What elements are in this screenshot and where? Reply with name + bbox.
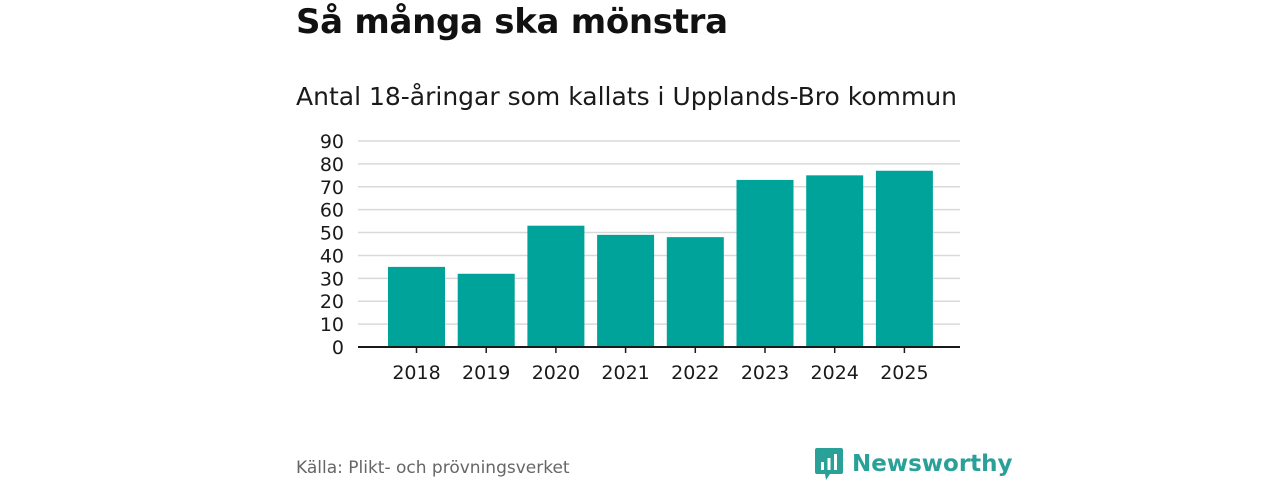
x-tick-label: 2024 xyxy=(811,362,859,384)
brand-name: Newsworthy xyxy=(852,451,1013,477)
y-tick-label: 70 xyxy=(320,177,344,199)
y-tick-label: 50 xyxy=(320,223,344,245)
y-tick-label: 30 xyxy=(320,268,344,290)
y-tick-label: 80 xyxy=(320,154,344,176)
x-tick-label: 2022 xyxy=(671,362,719,384)
bar-2018 xyxy=(388,266,445,347)
bar-2025 xyxy=(875,170,933,347)
y-tick-label: 40 xyxy=(320,245,344,267)
bar-2019 xyxy=(457,273,515,347)
x-tick-label: 2020 xyxy=(532,362,580,384)
bar-2021 xyxy=(597,234,655,347)
newsworthy-logo-icon xyxy=(815,448,843,480)
bar-2023 xyxy=(736,179,794,347)
bar-2024 xyxy=(806,175,864,347)
y-tick-label: 60 xyxy=(320,200,344,222)
x-tick-label: 2021 xyxy=(601,362,649,384)
bar-2020 xyxy=(527,225,585,347)
x-tick-label: 2025 xyxy=(880,362,928,384)
bar-2022 xyxy=(666,237,724,347)
x-tick-label: 2018 xyxy=(392,362,440,384)
newsworthy-brand[interactable]: Newsworthy xyxy=(814,446,1013,482)
chart-subtitle: Antal 18-åringar som kallats i Upplands-… xyxy=(296,82,958,111)
y-tick-label: 20 xyxy=(320,291,344,313)
gridlines xyxy=(358,140,960,325)
bars xyxy=(388,170,933,347)
source-note: Källa: Plikt- och prövningsverket xyxy=(296,458,570,478)
x-tick-label: 2019 xyxy=(462,362,510,384)
y-tick-label: 10 xyxy=(320,314,344,336)
y-tick-label: 90 xyxy=(320,131,344,153)
y-tick-label: 0 xyxy=(332,337,344,359)
chart-title: Så många ska mönstra xyxy=(296,2,728,42)
x-tick-label: 2023 xyxy=(741,362,789,384)
